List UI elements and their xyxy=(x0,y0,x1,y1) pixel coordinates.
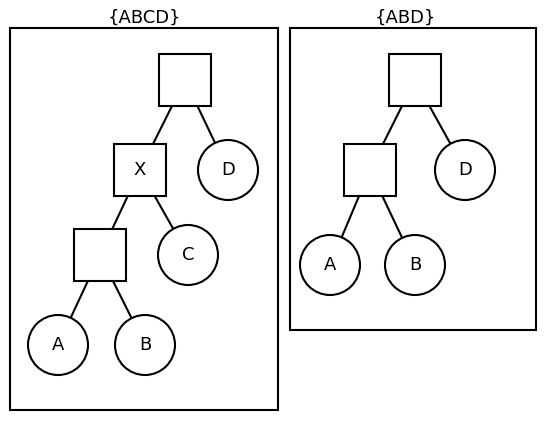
Bar xyxy=(159,54,211,106)
Text: {ABCD}: {ABCD} xyxy=(108,9,182,27)
Bar xyxy=(114,144,166,196)
Text: B: B xyxy=(139,336,151,354)
Bar xyxy=(344,144,396,196)
Ellipse shape xyxy=(300,235,360,295)
Ellipse shape xyxy=(158,225,218,285)
Bar xyxy=(290,28,536,330)
Bar xyxy=(74,229,126,281)
Text: C: C xyxy=(182,246,194,264)
Ellipse shape xyxy=(385,235,445,295)
Bar xyxy=(389,54,441,106)
Text: X: X xyxy=(134,161,146,179)
Text: D: D xyxy=(458,161,472,179)
Ellipse shape xyxy=(198,140,258,200)
Text: B: B xyxy=(409,256,421,274)
Ellipse shape xyxy=(28,315,88,375)
Ellipse shape xyxy=(435,140,495,200)
Ellipse shape xyxy=(115,315,175,375)
Bar xyxy=(10,28,278,410)
Text: D: D xyxy=(221,161,235,179)
Text: {ABD}: {ABD} xyxy=(375,9,436,27)
Text: A: A xyxy=(52,336,64,354)
Text: A: A xyxy=(324,256,336,274)
